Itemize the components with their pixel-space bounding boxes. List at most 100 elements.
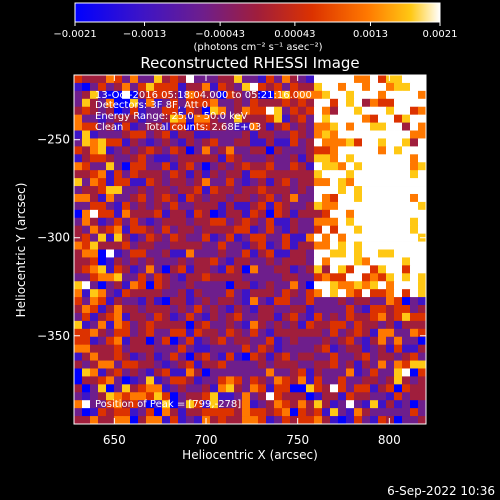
heatmap-cell — [354, 368, 363, 377]
heatmap-cell — [186, 193, 195, 203]
heatmap-cell — [410, 90, 419, 100]
heatmap-cell — [394, 297, 403, 306]
heatmap-cell — [170, 289, 179, 298]
heatmap-cell — [282, 273, 291, 282]
heatmap-cell — [154, 328, 163, 338]
heatmap-cell — [218, 297, 227, 306]
heatmap-cell — [410, 225, 419, 235]
heatmap-cell — [266, 75, 275, 84]
heatmap-cell — [130, 416, 139, 424]
heatmap-cell — [330, 162, 339, 171]
heatmap-cell — [90, 138, 99, 147]
heatmap-cell — [242, 320, 251, 330]
heatmap-cell — [282, 312, 291, 322]
heatmap-cell — [346, 408, 355, 417]
heatmap-cell — [402, 249, 411, 258]
heatmap-cell — [298, 75, 307, 84]
heatmap-cell — [250, 281, 259, 290]
heatmap-cell — [402, 257, 411, 266]
heatmap-cell — [282, 186, 291, 195]
heatmap-cell — [122, 368, 131, 377]
heatmap-cells — [74, 75, 426, 424]
heatmap-cell — [362, 114, 371, 123]
heatmap-cell — [370, 328, 379, 338]
heatmap-cell — [354, 233, 363, 242]
heatmap-cell — [322, 106, 331, 116]
heatmap-cell — [178, 273, 187, 282]
heatmap-cell — [210, 98, 219, 108]
heatmap-cell — [82, 233, 91, 242]
heatmap-cell — [186, 249, 195, 258]
heatmap-cell — [234, 312, 243, 322]
heatmap-cell — [394, 400, 403, 409]
heatmap-cell — [194, 257, 203, 266]
heatmap-cell — [98, 400, 107, 409]
heatmap-cell — [322, 249, 331, 258]
heatmap-cell — [418, 217, 426, 227]
heatmap-cell — [322, 416, 331, 424]
heatmap-cell — [122, 233, 131, 242]
heatmap-cell — [74, 146, 83, 155]
heatmap-cell — [274, 336, 283, 346]
heatmap-cell — [250, 209, 259, 219]
heatmap-cell — [330, 90, 339, 100]
heatmap-cell — [274, 114, 283, 123]
heatmap-cell — [306, 138, 315, 147]
heatmap-cell — [210, 233, 219, 242]
heatmap-cell — [394, 392, 403, 401]
heatmap-cell — [250, 225, 259, 235]
heatmap-cell — [306, 336, 315, 346]
heatmap-cell — [170, 249, 179, 258]
heatmap-cell — [114, 82, 123, 92]
heatmap-cell — [290, 368, 299, 377]
heatmap-cell — [234, 122, 243, 131]
heatmap-cell — [290, 209, 299, 219]
heatmap-cell — [266, 400, 275, 409]
heatmap-cell — [106, 344, 115, 354]
heatmap-cell — [218, 289, 227, 298]
heatmap-cell — [130, 209, 139, 219]
heatmap-cell — [298, 408, 307, 417]
heatmap-cell — [146, 146, 155, 155]
heatmap-cell — [114, 249, 123, 258]
heatmap-cell — [410, 265, 419, 274]
heatmap-cell — [394, 241, 403, 250]
heatmap-cell — [234, 368, 243, 377]
heatmap-cell — [154, 352, 163, 361]
heatmap-cell — [226, 368, 235, 377]
heatmap-cell — [266, 233, 275, 242]
annotation-time-range: 13-Oct-2016 05:18:04.000 to 05:21:16.000 — [95, 90, 312, 101]
heatmap-cell — [170, 368, 179, 377]
heatmap-cell — [250, 297, 259, 306]
heatmap-cell — [178, 312, 187, 322]
heatmap-cell — [218, 408, 227, 417]
heatmap-cell — [90, 146, 99, 155]
heatmap-cell — [226, 217, 235, 227]
heatmap-cell — [418, 265, 426, 274]
heatmap-cell — [338, 249, 347, 258]
heatmap-cell — [226, 178, 235, 187]
heatmap-cell — [378, 320, 387, 330]
heatmap-cell — [218, 257, 227, 266]
heatmap-cell — [74, 217, 83, 227]
heatmap-cell — [98, 273, 107, 282]
heatmap-cell — [410, 273, 419, 282]
heatmap-cell — [346, 233, 355, 242]
heatmap-cell — [346, 392, 355, 401]
heatmap-cell — [362, 201, 371, 211]
heatmap-cell — [138, 320, 147, 330]
heatmap-cell — [378, 408, 387, 417]
heatmap-cell — [162, 289, 171, 298]
heatmap-cell — [418, 186, 426, 195]
heatmap-cell — [114, 400, 123, 409]
heatmap-cell — [290, 233, 299, 242]
heatmap-cell — [210, 265, 219, 274]
heatmap-cell — [122, 297, 131, 306]
heatmap-cell — [202, 186, 211, 195]
x-axis-label: Heliocentric X (arcsec) — [182, 448, 318, 462]
heatmap-cell — [106, 328, 115, 338]
heatmap-cell — [322, 201, 331, 211]
heatmap-cell — [282, 249, 291, 258]
heatmap-cell — [154, 368, 163, 377]
